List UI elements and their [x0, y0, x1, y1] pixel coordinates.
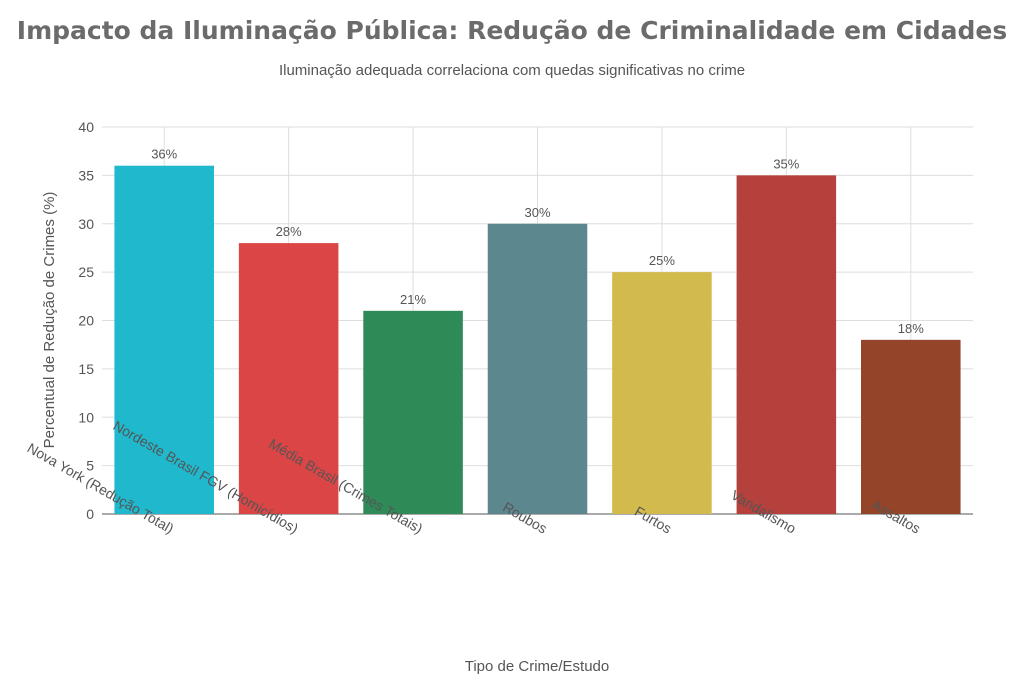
- data-label: 21%: [400, 292, 426, 307]
- y-tick-label: 35: [78, 167, 94, 183]
- x-axis-title: Tipo de Crime/Estudo: [465, 658, 610, 675]
- y-tick-label: 40: [78, 119, 94, 135]
- y-tick-label: 5: [86, 458, 94, 474]
- chart-subtitle: Iluminação adequada correlaciona com que…: [278, 62, 746, 79]
- bar[interactable]: [363, 310, 463, 514]
- y-tick-label: 15: [78, 361, 94, 377]
- data-labels: 36% 28% 21% 30% 25% 35% 18%: [151, 147, 924, 336]
- y-tick-labels: 0 5 10 15 20 25 30 35 40: [78, 119, 94, 522]
- bars: [114, 165, 961, 514]
- bar[interactable]: [238, 243, 339, 514]
- data-label: 35%: [773, 156, 799, 171]
- y-tick-label: 10: [78, 409, 94, 425]
- bar[interactable]: [736, 175, 837, 514]
- bar[interactable]: [114, 165, 214, 514]
- data-label: 18%: [898, 321, 924, 336]
- data-label: 30%: [524, 205, 550, 220]
- bar[interactable]: [861, 339, 961, 514]
- y-tick-label: 20: [78, 313, 94, 329]
- data-label: 28%: [276, 224, 302, 239]
- y-tick-label: 25: [78, 264, 94, 280]
- y-tick-label: 30: [78, 216, 94, 232]
- bar[interactable]: [612, 272, 712, 514]
- y-axis-title: Percentual de Redução de Crimes (%): [41, 192, 58, 449]
- data-label: 36%: [151, 147, 177, 162]
- chart-title: Impacto da Iluminação Pública: Redução d…: [16, 16, 1008, 45]
- y-tick-label: 0: [86, 506, 94, 522]
- data-label: 25%: [649, 253, 675, 268]
- bar[interactable]: [487, 223, 588, 514]
